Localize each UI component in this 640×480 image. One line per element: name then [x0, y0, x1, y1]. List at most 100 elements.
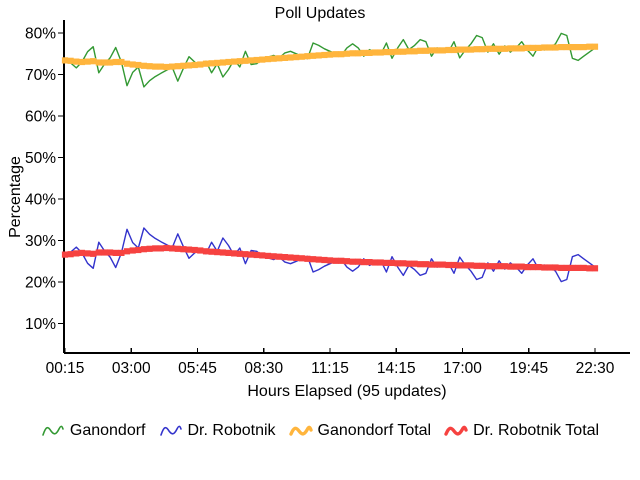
- legend-label: Dr. Robotnik: [187, 422, 276, 439]
- total-marker: [95, 59, 102, 66]
- total-marker: [169, 245, 176, 252]
- total-marker: [185, 62, 193, 69]
- total-marker: [101, 59, 108, 66]
- total-marker: [372, 49, 379, 56]
- total-marker: [219, 59, 226, 66]
- total-marker: [304, 53, 311, 60]
- total-marker: [298, 255, 305, 262]
- total-marker: [439, 47, 446, 54]
- y-tick-label: 30%: [25, 233, 56, 250]
- total-marker: [225, 58, 232, 66]
- total-marker: [191, 61, 198, 69]
- total-marker: [310, 256, 317, 263]
- total-marker: [366, 259, 373, 266]
- total-marker: [270, 253, 277, 260]
- total-marker: [541, 44, 548, 51]
- total-marker: [400, 48, 407, 55]
- total-marker: [490, 45, 497, 52]
- total-marker: [394, 48, 401, 55]
- total-marker: [276, 55, 283, 62]
- total-marker: [191, 246, 198, 254]
- chart-legend: Ganondorf Dr. Robotnik Ganondorf Total D…: [0, 411, 640, 451]
- total-marker: [208, 248, 215, 255]
- total-marker: [208, 60, 215, 67]
- total-marker: [146, 245, 153, 252]
- series-ganondorf-total-line-markers: [61, 43, 599, 71]
- total-marker: [484, 45, 491, 52]
- total-marker: [484, 263, 491, 270]
- total-marker: [428, 47, 435, 54]
- total-marker: [140, 62, 147, 69]
- total-marker: [157, 245, 164, 252]
- total-marker: [101, 249, 108, 256]
- total-marker: [569, 44, 576, 51]
- total-marker: [377, 49, 384, 56]
- x-tick-label: 19:45: [509, 360, 548, 377]
- total-marker: [552, 44, 559, 51]
- total-marker: [214, 249, 221, 256]
- total-marker: [535, 44, 542, 51]
- total-marker: [383, 259, 390, 266]
- total-marker: [129, 247, 136, 254]
- total-marker: [214, 59, 221, 66]
- legend-label: Dr. Robotnik Total: [473, 422, 600, 439]
- total-marker: [456, 46, 463, 53]
- total-marker: [496, 263, 503, 270]
- total-marker: [78, 58, 85, 66]
- total-marker: [174, 63, 181, 70]
- legend-item-ganondorf: Ganondorf: [41, 422, 146, 440]
- total-marker: [462, 46, 469, 53]
- total-marker: [315, 256, 322, 263]
- total-marker: [524, 44, 531, 51]
- total-marker: [377, 259, 384, 266]
- x-tick-label: 05:45: [178, 360, 217, 377]
- total-marker: [524, 264, 531, 271]
- total-marker: [575, 44, 582, 51]
- total-marker: [84, 58, 91, 65]
- total-marker: [445, 261, 452, 269]
- total-marker: [513, 263, 520, 270]
- total-marker: [90, 250, 97, 257]
- total-marker: [428, 261, 435, 268]
- total-marker: [467, 46, 475, 53]
- x-tick-label: 22:30: [576, 360, 615, 377]
- x-tick-label: 00:15: [46, 360, 85, 377]
- x-tick-label: 14:15: [377, 360, 416, 377]
- total-marker: [541, 264, 548, 271]
- total-marker: [259, 252, 266, 259]
- legend-item-dr-robotnik-total: Dr. Robotnik Total: [444, 422, 599, 440]
- total-marker: [546, 44, 553, 51]
- total-marker: [163, 63, 170, 71]
- ganondorf-total-line-icon: [288, 425, 313, 436]
- total-marker: [411, 48, 418, 55]
- total-marker: [253, 251, 260, 259]
- total-marker: [264, 56, 272, 63]
- total-marker: [118, 58, 125, 66]
- ganondorf-line-icon: [42, 425, 64, 436]
- x-axis-ticks: 00:15 03:00 05:45 08:30 11:15 14:15 17:00 19:45…: [46, 348, 615, 377]
- total-marker: [563, 44, 570, 51]
- y-tick-label: 80%: [25, 26, 56, 43]
- total-marker: [112, 249, 119, 256]
- total-marker: [61, 57, 69, 64]
- legend-item-ganondorf-total: Ganondorf Total: [288, 422, 431, 440]
- total-marker: [586, 265, 593, 272]
- total-marker: [529, 264, 537, 271]
- total-marker: [163, 244, 170, 252]
- total-marker: [326, 257, 334, 264]
- y-tick-label: 10%: [25, 316, 56, 333]
- total-marker: [287, 254, 294, 261]
- total-marker: [360, 259, 367, 266]
- total-marker: [513, 45, 520, 52]
- total-marker: [304, 255, 311, 262]
- y-axis-label: Percentage: [7, 156, 24, 238]
- total-marker: [332, 51, 339, 58]
- total-marker: [169, 63, 176, 70]
- total-marker: [372, 259, 379, 266]
- total-marker: [174, 245, 181, 252]
- total-marker: [315, 52, 322, 59]
- total-marker: [388, 259, 396, 266]
- total-marker: [479, 46, 486, 53]
- total-marker: [287, 54, 294, 61]
